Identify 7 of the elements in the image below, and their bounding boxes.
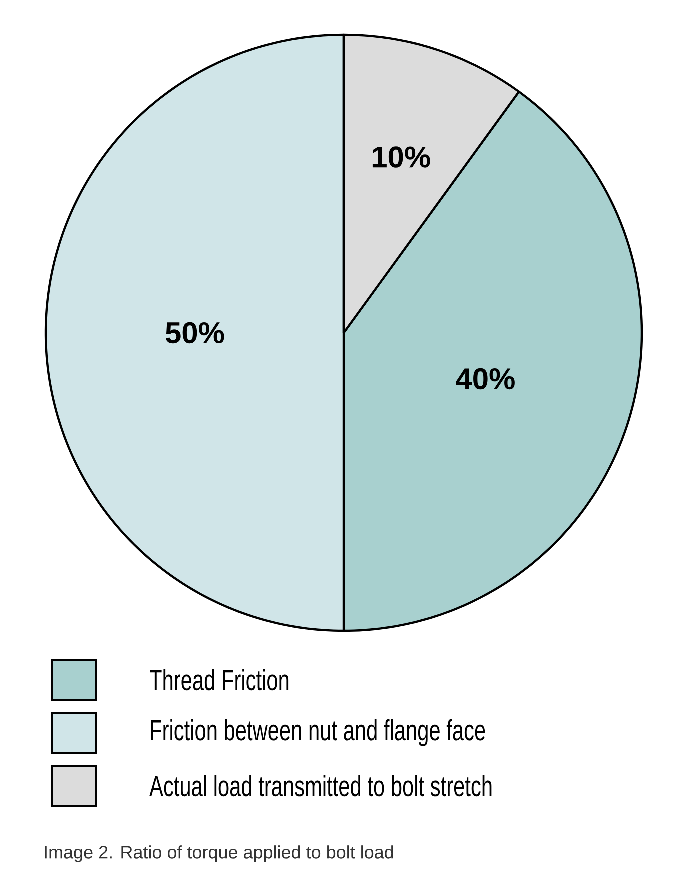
data-label: 50% (166, 322, 224, 344)
data-label: 10% (372, 146, 430, 168)
data-label: 40% (456, 368, 515, 390)
legend-label: Actual load transmitted to bolt stretch (150, 775, 492, 797)
legend-label: Friction between nut and flange face (151, 719, 486, 747)
text: Image 2. Ratio of torque applied to bolt load (45, 846, 394, 862)
legend-label: Thread Friction (150, 669, 289, 691)
